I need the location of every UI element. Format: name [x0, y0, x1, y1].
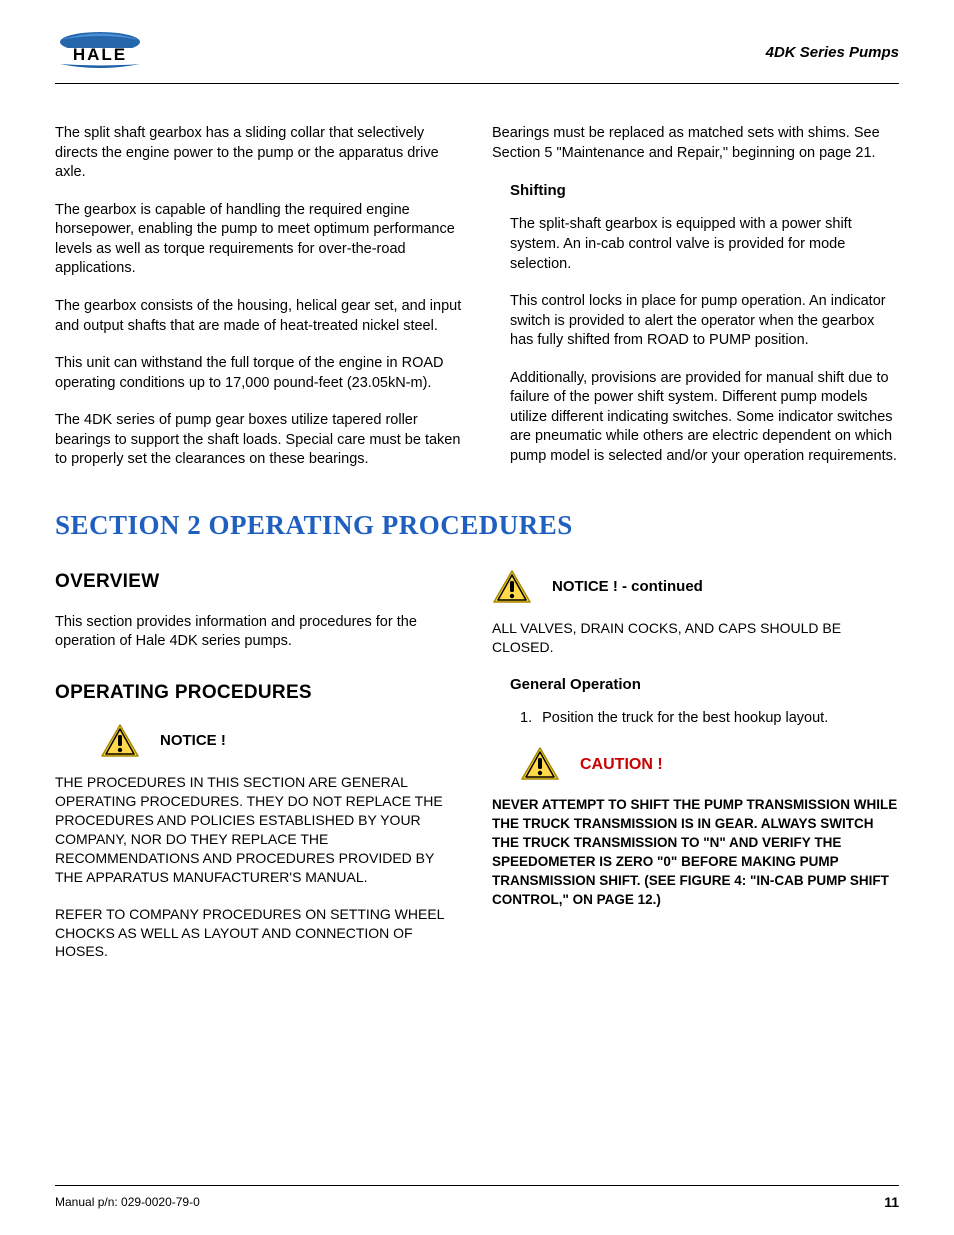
bottom-right-column: NOTICE ! - continued ALL VALVES, DRAIN C…: [492, 569, 899, 1165]
top-right-column: Bearings must be replaced as matched set…: [492, 124, 899, 488]
bottom-left-column: OVERVIEW This section provides informati…: [55, 569, 462, 1165]
warning-icon: [520, 746, 560, 782]
notice-block: NOTICE !: [100, 723, 462, 759]
body-paragraph: This section provides information and pr…: [55, 613, 462, 652]
notice-text: THE PROCEDURES IN THIS SECTION ARE GENER…: [55, 773, 462, 886]
step-text: Position the truck for the best hookup l…: [542, 709, 828, 729]
body-paragraph: This control locks in place for pump ope…: [510, 292, 899, 351]
svg-text:HALE: HALE: [73, 45, 127, 64]
shifting-heading: Shifting: [510, 181, 899, 201]
body-paragraph: The gearbox consists of the housing, hel…: [55, 297, 462, 336]
header-title: 4DK Series Pumps: [766, 44, 899, 61]
top-left-column: The split shaft gearbox has a sliding co…: [55, 124, 462, 488]
body-paragraph: The 4DK series of pump gear boxes utiliz…: [55, 411, 462, 470]
warning-icon: [100, 723, 140, 759]
operating-procedures-heading: OPERATING PROCEDURES: [55, 680, 462, 706]
step-number: 1.: [520, 709, 532, 729]
notice-text: REFER TO COMPANY PROCEDURES ON SETTING W…: [55, 905, 462, 962]
footer-manual-pn: Manual p/n: 029-0020-79-0: [55, 1195, 200, 1209]
body-paragraph: Additionally, provisions are provided fo…: [510, 369, 899, 467]
body-paragraph: The gearbox is capable of handling the r…: [55, 201, 462, 279]
body-paragraph: The split-shaft gearbox is equipped with…: [510, 215, 899, 274]
section-2-title: SECTION 2 OPERATING PROCEDURES: [55, 510, 899, 541]
warning-icon: [492, 569, 532, 605]
notice-label: NOTICE !: [160, 731, 226, 751]
body-paragraph: The split shaft gearbox has a sliding co…: [55, 124, 462, 183]
notice-continued-label: NOTICE ! - continued: [552, 577, 703, 597]
notice-continued-block: NOTICE ! - continued: [492, 569, 899, 605]
page-footer: Manual p/n: 029-0020-79-0 11: [55, 1185, 899, 1210]
overview-heading: OVERVIEW: [55, 569, 462, 595]
page-number: 11: [884, 1194, 899, 1210]
body-paragraph: Bearings must be replaced as matched set…: [492, 124, 899, 163]
notice-text: ALL VALVES, DRAIN COCKS, AND CAPS SHOULD…: [492, 619, 899, 657]
step-1: 1. Position the truck for the best hooku…: [520, 709, 899, 729]
caution-text: NEVER ATTEMPT TO SHIFT THE PUMP TRANSMIS…: [492, 796, 899, 909]
caution-label: CAUTION !: [580, 754, 663, 776]
caution-block: CAUTION !: [520, 746, 899, 782]
body-paragraph: This unit can withstand the full torque …: [55, 354, 462, 393]
hale-logo: HALE: [55, 30, 145, 75]
general-operation-heading: General Operation: [510, 675, 899, 695]
page-header: HALE 4DK Series Pumps: [55, 30, 899, 84]
